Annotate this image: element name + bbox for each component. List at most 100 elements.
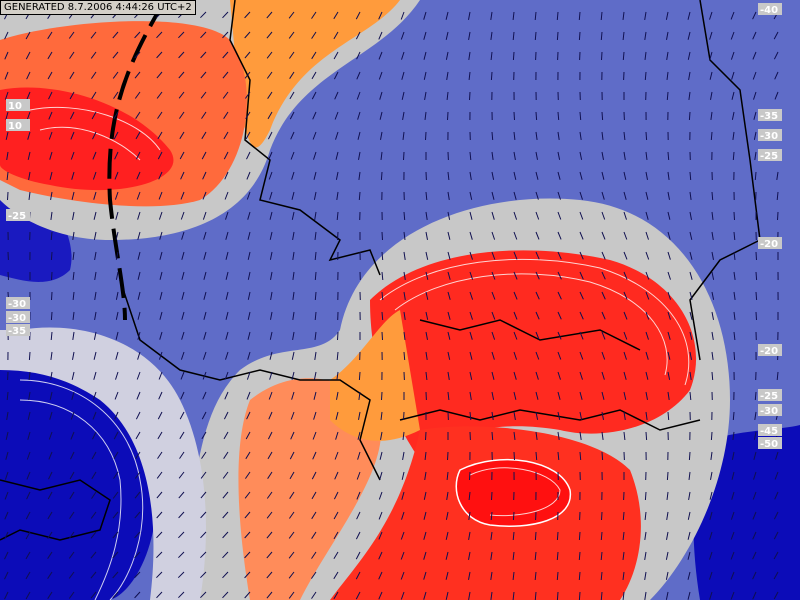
wind-arrow — [201, 431, 207, 440]
wind-arrow — [268, 411, 273, 420]
wind-arrow — [557, 331, 562, 340]
wind-arrow — [425, 191, 428, 201]
wind-arrow — [688, 71, 691, 80]
wind-arrow — [447, 111, 449, 121]
wind-arrow — [644, 51, 647, 60]
wind-arrow — [115, 331, 119, 340]
wind-arrow — [134, 591, 141, 599]
wind-arrow — [70, 411, 75, 420]
wind-arrow — [730, 591, 735, 600]
wind-arrow — [622, 511, 625, 521]
wind-arrow — [709, 31, 713, 40]
wind-arrow — [72, 311, 75, 320]
label-box — [758, 424, 782, 436]
wind-arrow — [491, 211, 495, 220]
wind-arrow — [709, 511, 713, 520]
wind-arrow — [156, 571, 163, 579]
wind-arrow — [288, 571, 295, 579]
wind-arrow — [730, 31, 735, 40]
wind-arrow — [112, 511, 119, 519]
wind-arrow — [491, 291, 496, 300]
wind-arrow — [601, 451, 604, 461]
wind-arrow — [266, 51, 273, 59]
wind-arrow — [290, 411, 295, 420]
wind-arrow — [314, 251, 317, 261]
wind-arrow — [6, 391, 9, 401]
wind-arrow — [446, 491, 449, 500]
wind-arrow — [90, 31, 97, 39]
wind-arrow — [114, 411, 119, 420]
wind-arrow — [378, 531, 383, 540]
wind-arrow — [513, 211, 518, 220]
wind-arrow — [311, 551, 317, 559]
wind-arrow — [336, 211, 339, 221]
wind-arrow — [731, 451, 735, 460]
wind-arrow — [156, 91, 163, 99]
wind-arrow — [135, 151, 141, 160]
wind-arrow — [157, 451, 163, 459]
wind-arrow — [357, 111, 361, 120]
wind-arrow — [290, 131, 295, 140]
wind-arrow — [578, 31, 581, 41]
wind-arrow — [113, 111, 119, 120]
wind-arrow — [115, 271, 119, 280]
wind-arrow — [159, 331, 163, 340]
wind-arrow — [512, 591, 515, 600]
wind-arrow — [292, 291, 295, 300]
wind-arrow — [290, 431, 295, 440]
wind-arrow — [313, 391, 317, 400]
wind-arrow — [667, 291, 671, 300]
label-box — [758, 437, 782, 449]
wind-arrow — [667, 411, 670, 421]
wind-arrow — [25, 51, 31, 60]
wind-arrow — [93, 351, 97, 360]
wind-arrow — [115, 231, 119, 240]
wind-arrow — [579, 451, 582, 461]
wind-arrow — [203, 271, 207, 280]
wind-arrow — [732, 411, 735, 421]
wind-arrow — [290, 151, 295, 160]
wind-arrow — [312, 431, 317, 440]
wind-arrow — [579, 171, 583, 180]
wind-arrow — [400, 531, 405, 540]
wind-arrow — [25, 571, 31, 580]
wind-arrow — [245, 131, 251, 140]
wind-arrow — [178, 491, 185, 499]
wind-arrow — [774, 471, 779, 480]
wind-arrow — [731, 71, 735, 80]
wind-arrow — [333, 51, 339, 60]
wind-arrow — [513, 431, 516, 440]
wind-arrow — [72, 351, 75, 360]
wind-arrow — [311, 471, 317, 480]
wind-arrow — [752, 11, 757, 20]
wind-arrow — [69, 471, 75, 480]
wind-arrow — [623, 171, 627, 180]
wind-arrow — [222, 511, 229, 519]
wind-arrow — [223, 451, 229, 459]
wind-arrow — [5, 131, 9, 140]
wind-arrow — [49, 411, 53, 420]
wind-arrow — [600, 591, 603, 600]
wind-arrow — [534, 531, 537, 541]
wind-arrow — [112, 551, 119, 559]
wind-arrow — [731, 91, 735, 100]
wind-arrow — [468, 511, 471, 520]
wind-arrow — [535, 231, 540, 240]
wind-arrow — [666, 91, 669, 101]
wind-arrow — [667, 231, 671, 240]
wind-arrow — [645, 211, 649, 220]
wind-arrow — [270, 271, 273, 280]
wind-arrow — [623, 211, 627, 220]
wind-arrow — [337, 331, 339, 341]
wind-arrow — [381, 331, 383, 341]
wind-arrow — [224, 171, 229, 180]
wind-arrow — [512, 31, 515, 41]
wind-arrow — [134, 471, 141, 479]
wind-arrow — [222, 51, 229, 59]
wind-arrow — [72, 251, 75, 260]
wind-arrow — [423, 551, 427, 560]
wind-arrow — [579, 131, 582, 140]
wind-arrow — [112, 491, 119, 499]
wind-arrow — [336, 371, 339, 380]
wind-arrow — [535, 411, 539, 420]
